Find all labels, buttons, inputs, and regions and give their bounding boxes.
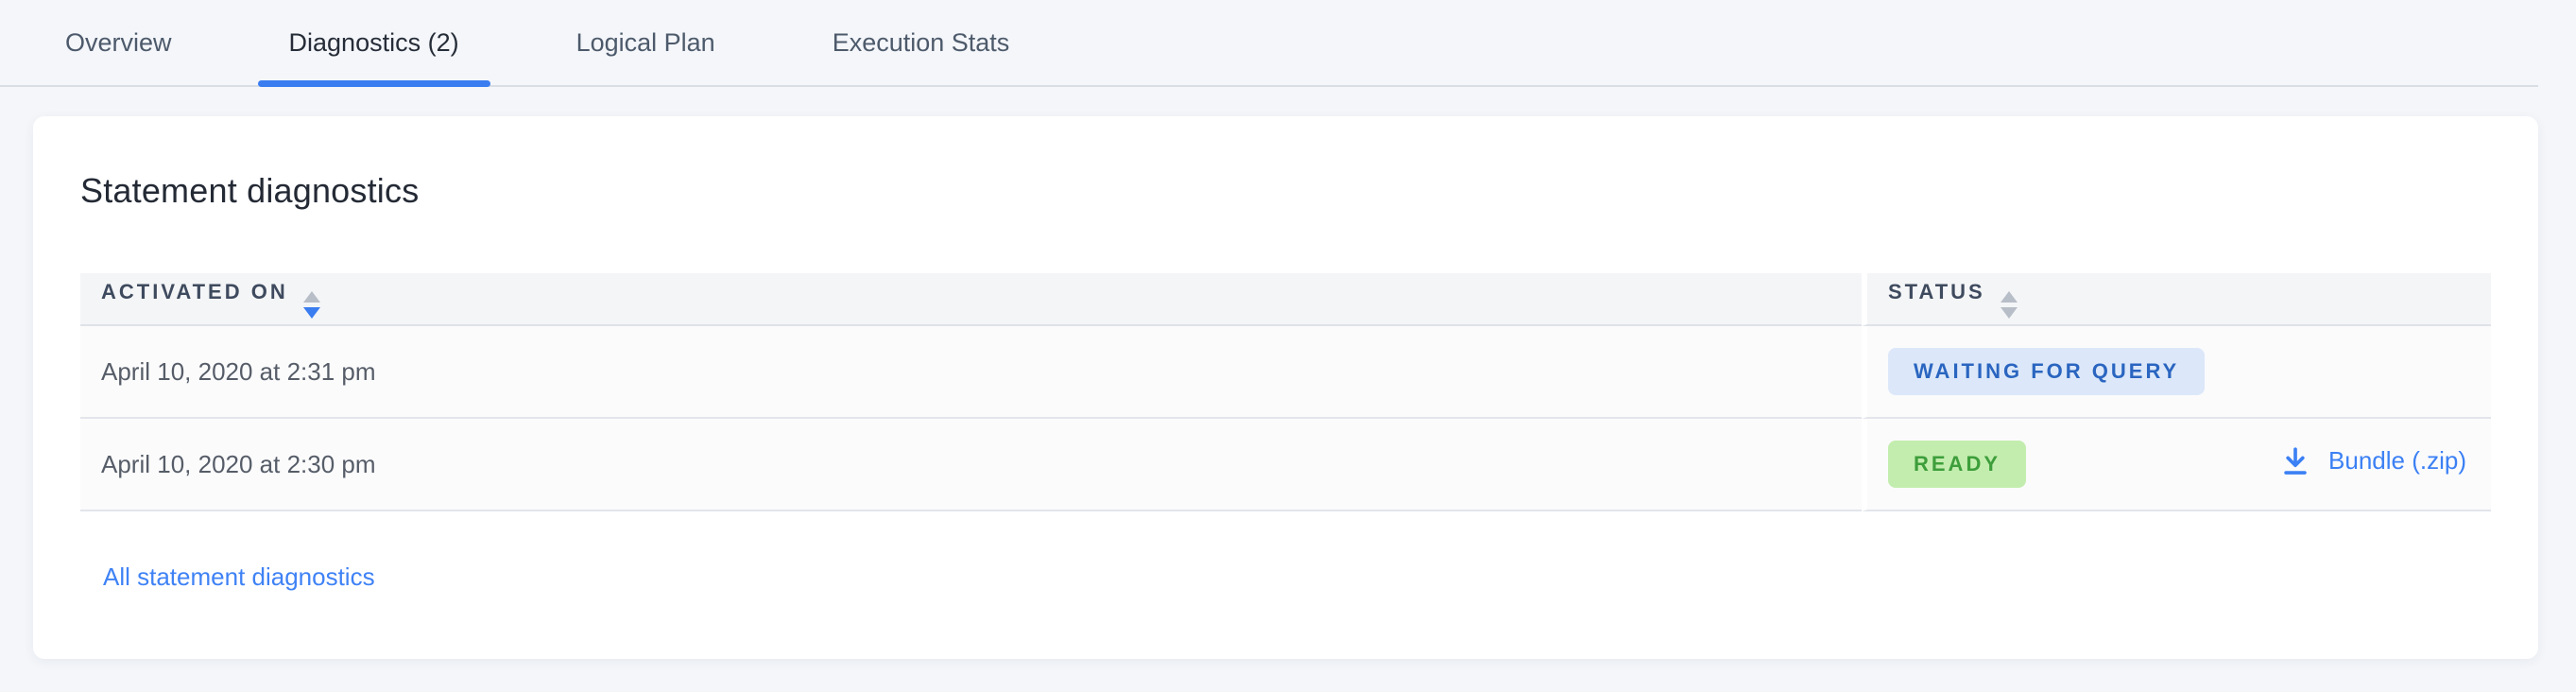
- download-icon: [2284, 446, 2307, 475]
- card-title: Statement diagnostics: [80, 171, 420, 210]
- status-cell: READY: [1862, 419, 2225, 511]
- sort-icon: [2000, 290, 2018, 319]
- tab-label: Overview: [65, 27, 172, 57]
- column-header-activated-on[interactable]: ACTIVATED ON: [80, 273, 1862, 326]
- sort-icon: [302, 290, 320, 319]
- actions-cell: Bundle (.zip): [2225, 419, 2491, 511]
- diagnostics-card: Statement diagnostics ACTIVATED ON STATU…: [33, 116, 2538, 659]
- tab-label: Diagnostics (2): [288, 27, 459, 57]
- table-row: April 10, 2020 at 2:30 pm READY Bundle (…: [80, 419, 2491, 511]
- table-row: April 10, 2020 at 2:31 pm WAITING FOR QU…: [80, 326, 2491, 419]
- activated-on-cell: April 10, 2020 at 2:31 pm: [80, 326, 1862, 419]
- statement-details-page: Overview Diagnostics (2) Logical Plan Ex…: [0, 0, 2538, 659]
- column-label: ACTIVATED ON: [101, 279, 288, 303]
- actions-cell: [2225, 326, 2491, 419]
- column-label: STATUS: [1888, 279, 1985, 303]
- table-header-row: ACTIVATED ON STATUS: [80, 273, 2491, 326]
- status-badge: READY: [1888, 441, 2027, 488]
- activated-on-cell: April 10, 2020 at 2:30 pm: [80, 419, 1862, 511]
- bundle-download-link[interactable]: Bundle (.zip): [2279, 445, 2466, 477]
- active-tab-underline: [257, 80, 490, 87]
- diagnostics-table: ACTIVATED ON STATUS April 10, 2020 at 2:…: [80, 273, 2491, 511]
- tab-overview[interactable]: Overview: [34, 0, 203, 85]
- table-footer: All statement diagnostics: [80, 562, 2491, 592]
- bundle-link-label: Bundle (.zip): [2328, 446, 2466, 475]
- all-diagnostics-link[interactable]: All statement diagnostics: [103, 562, 375, 591]
- tab-logical-plan[interactable]: Logical Plan: [545, 0, 747, 85]
- tab-execution-stats[interactable]: Execution Stats: [801, 0, 1041, 85]
- status-badge: WAITING FOR QUERY: [1888, 348, 2206, 395]
- tab-label: Execution Stats: [832, 27, 1010, 57]
- tab-label: Logical Plan: [575, 27, 715, 57]
- column-header-actions: [2225, 273, 2491, 326]
- tab-bar: Overview Diagnostics (2) Logical Plan Ex…: [0, 0, 2538, 87]
- column-header-status[interactable]: STATUS: [1862, 273, 2225, 326]
- status-cell: WAITING FOR QUERY: [1862, 326, 2225, 419]
- tab-diagnostics[interactable]: Diagnostics (2): [257, 0, 490, 87]
